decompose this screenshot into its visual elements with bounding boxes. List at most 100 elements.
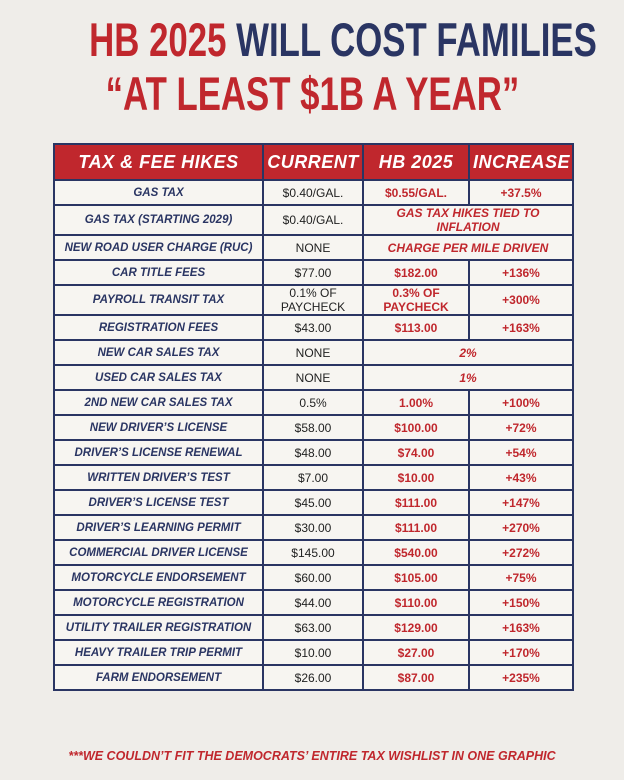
table-cell: DRIVER’S LICENSE TEST <box>53 489 264 516</box>
title: HB 2025 WILL COST FAMILIES <box>0 12 624 67</box>
table-cell: $48.00 <box>262 439 364 466</box>
title-highlight: HB 2025 <box>89 13 227 66</box>
table-cell: $77.00 <box>262 259 364 286</box>
table-cell: +150% <box>468 589 574 616</box>
table-cell: DRIVER’S LEARNING PERMIT <box>53 514 264 541</box>
table: TAX & FEE HIKES CURRENT HB 2025 INCREASE GA… <box>53 143 574 691</box>
table-cell: $0.40/GAL. <box>262 204 364 236</box>
table-cell: 1% <box>362 364 574 391</box>
table-cell: $44.00 <box>262 589 364 616</box>
table-cell: USED CAR SALES TAX <box>53 364 264 391</box>
table-cell: PAYROLL TRANSIT TAX <box>53 284 264 316</box>
table-cell: 1.00% <box>362 389 470 416</box>
table-cell: $10.00 <box>362 464 470 491</box>
table-cell: $58.00 <box>262 414 364 441</box>
table-cell: NEW CAR SALES TAX <box>53 339 264 366</box>
table-body: GAS TAX $0.40/GAL. $0.55/GAL. +37.5% GAS TAX… <box>53 179 574 691</box>
table-cell: $74.00 <box>362 439 470 466</box>
table-row: DRIVER’S LICENSE RENEWAL $48.00 $74.00 +54% <box>53 439 574 466</box>
table-cell: +170% <box>468 639 574 666</box>
table-row: 2ND NEW CAR SALES TAX 0.5% 1.00% +100% <box>53 389 574 416</box>
table-cell: +43% <box>468 464 574 491</box>
title-text: WILL COST FAMILIES <box>236 13 597 66</box>
table-cell: 0.1% OF PAYCHECK <box>262 284 364 316</box>
table-cell: $26.00 <box>262 664 364 691</box>
table-cell: NONE <box>262 364 364 391</box>
table-cell: UTILITY TRAILER REGISTRATION <box>53 614 264 641</box>
footnote: ***WE COULDN’T FIT THE DEMOCRATS’ ENTIRE… <box>68 749 556 763</box>
table-cell: +235% <box>468 664 574 691</box>
table-cell: +54% <box>468 439 574 466</box>
table-cell: +100% <box>468 389 574 416</box>
subtitle: “AT LEAST $1B A YEAR” <box>0 66 624 121</box>
table-row: NEW ROAD USER CHARGE (RUC) NONE CHARGE PER… <box>53 234 574 261</box>
table-row: NEW CAR SALES TAX NONE 2% <box>53 339 574 366</box>
table-cell: +37.5% <box>468 179 574 206</box>
column-header: INCREASE <box>468 143 574 181</box>
table-row: USED CAR SALES TAX NONE 1% <box>53 364 574 391</box>
table-row: MOTORCYCLE REGISTRATION $44.00 $110.00 +150… <box>53 589 574 616</box>
table-cell: $113.00 <box>362 314 470 341</box>
table-cell: +75% <box>468 564 574 591</box>
table-cell: $0.40/GAL. <box>262 179 364 206</box>
table-cell: 2% <box>362 339 574 366</box>
table-cell: $87.00 <box>362 664 470 691</box>
table-cell: $30.00 <box>262 514 364 541</box>
table-row: DRIVER’S LEARNING PERMIT $30.00 $111.00 +27… <box>53 514 574 541</box>
table-cell: $110.00 <box>362 589 470 616</box>
table-cell: 0.3% OF PAYCHECK <box>362 284 470 316</box>
table-cell: NEW DRIVER’S LICENSE <box>53 414 264 441</box>
table-cell: FARM ENDORSEMENT <box>53 664 264 691</box>
table-cell: +270% <box>468 514 574 541</box>
table-cell: $111.00 <box>362 489 470 516</box>
table-cell: $45.00 <box>262 489 364 516</box>
column-header: CURRENT <box>262 143 364 181</box>
table-cell: $111.00 <box>362 514 470 541</box>
column-header: HB 2025 <box>362 143 470 181</box>
table-cell: +72% <box>468 414 574 441</box>
table-cell: REGISTRATION FEES <box>53 314 264 341</box>
table-cell: $63.00 <box>262 614 364 641</box>
table-cell: $540.00 <box>362 539 470 566</box>
table-cell: COMMERCIAL DRIVER LICENSE <box>53 539 264 566</box>
table-cell: +272% <box>468 539 574 566</box>
table-cell: $43.00 <box>262 314 364 341</box>
table-cell: NEW ROAD USER CHARGE (RUC) <box>53 234 264 261</box>
table-cell: GAS TAX HIKES TIED TO INFLATION <box>362 204 574 236</box>
table-cell: +147% <box>468 489 574 516</box>
table-cell: NONE <box>262 234 364 261</box>
table-cell: HEAVY TRAILER TRIP PERMIT <box>53 639 264 666</box>
table-row: REGISTRATION FEES $43.00 $113.00 +163% <box>53 314 574 341</box>
table-cell: $7.00 <box>262 464 364 491</box>
title-inner: HB 2025 WILL COST FAMILIES <box>89 12 597 67</box>
table-cell: $145.00 <box>262 539 364 566</box>
subtitle-text: “AT LEAST $1B A YEAR” <box>105 67 519 120</box>
table-cell: +163% <box>468 614 574 641</box>
table-row: DRIVER’S LICENSE TEST $45.00 $111.00 +147% <box>53 489 574 516</box>
table-row: CAR TITLE FEES $77.00 $182.00 +136% <box>53 259 574 286</box>
table-cell: CHARGE PER MILE DRIVEN <box>362 234 574 261</box>
column-header: TAX & FEE HIKES <box>53 143 264 181</box>
table-row: HEAVY TRAILER TRIP PERMIT $10.00 $27.00 +17… <box>53 639 574 666</box>
table-cell: GAS TAX <box>53 179 264 206</box>
table-cell: $100.00 <box>362 414 470 441</box>
table-row: WRITTEN DRIVER’S TEST $7.00 $10.00 +43% <box>53 464 574 491</box>
table-row: NEW DRIVER’S LICENSE $58.00 $100.00 +72% <box>53 414 574 441</box>
table-cell: CAR TITLE FEES <box>53 259 264 286</box>
table-cell: $129.00 <box>362 614 470 641</box>
table-cell: DRIVER’S LICENSE RENEWAL <box>53 439 264 466</box>
table-row: UTILITY TRAILER REGISTRATION $63.00 $129.0… <box>53 614 574 641</box>
table-cell: +136% <box>468 259 574 286</box>
table-cell: WRITTEN DRIVER’S TEST <box>53 464 264 491</box>
table-cell: $105.00 <box>362 564 470 591</box>
table-cell: $0.55/GAL. <box>362 179 470 206</box>
table-cell: $182.00 <box>362 259 470 286</box>
table-row: PAYROLL TRANSIT TAX 0.1% OF PAYCHECK 0.3% … <box>53 284 574 316</box>
table-row: FARM ENDORSEMENT $26.00 $87.00 +235% <box>53 664 574 691</box>
table-cell: $27.00 <box>362 639 470 666</box>
table-cell: 2ND NEW CAR SALES TAX <box>53 389 264 416</box>
table-cell: MOTORCYCLE ENDORSEMENT <box>53 564 264 591</box>
table-cell: NONE <box>262 339 364 366</box>
